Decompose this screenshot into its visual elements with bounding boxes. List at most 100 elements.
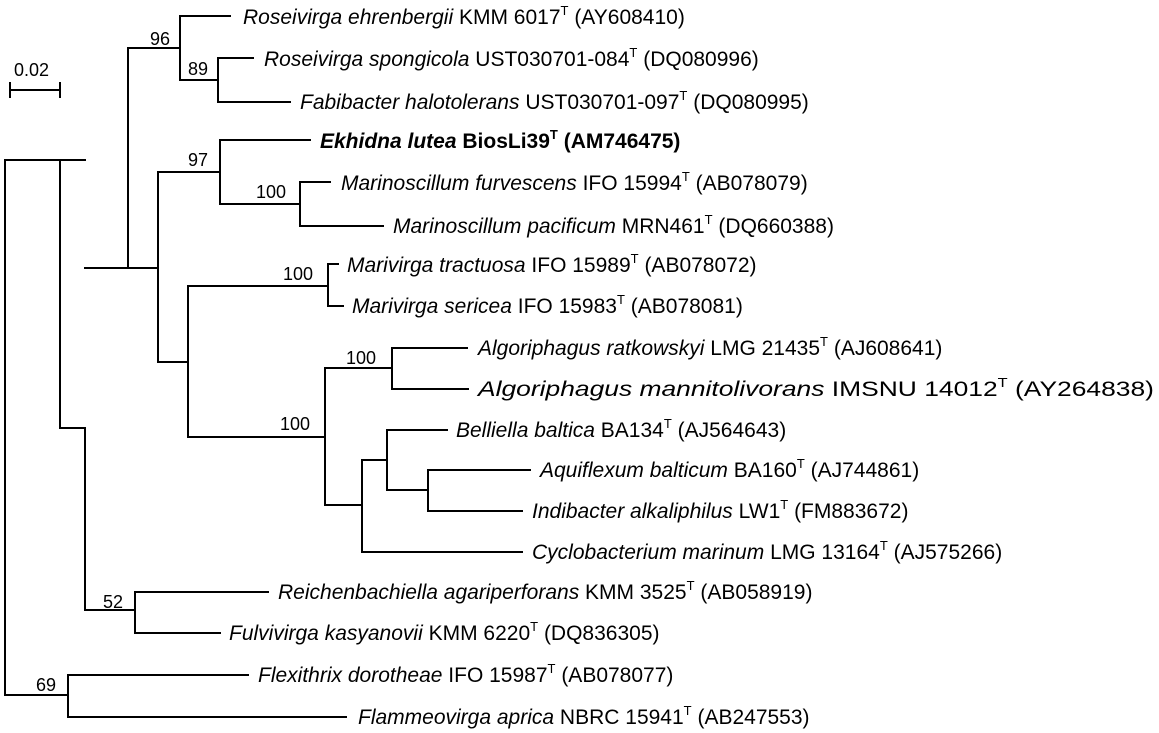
species-name: Marivirga tractuosa — [347, 254, 526, 277]
taxon-label: Cyclobacterium marinum LMG 13164T (AJ575… — [532, 538, 1002, 564]
strain-name: IFO 15989 — [531, 254, 630, 277]
bootstrap-value: 97 — [188, 150, 208, 170]
accession-number: (AJ564643) — [678, 419, 787, 442]
accession-number: (AY264838) — [1015, 378, 1154, 401]
bootstrap-value: 100 — [346, 348, 376, 368]
strain-name: MRN461 — [622, 215, 705, 238]
strain-name: KMM 6220 — [429, 622, 531, 645]
accession-number: (DQ080995) — [693, 91, 809, 114]
taxon-label: Marinoscillum pacificum MRN461T (DQ66038… — [393, 212, 834, 238]
scale-bar-label: 0.02 — [14, 60, 49, 80]
bootstrap-value: 52 — [103, 592, 123, 612]
species-name: Marinoscillum furvescens — [341, 172, 577, 195]
species-name: Fulvivirga kasyanovii — [229, 622, 424, 645]
taxon-label: Flexithrix dorotheae IFO 15987T (AB07807… — [258, 661, 673, 687]
type-strain-mark: T — [682, 169, 690, 184]
strain-name: LMG 13164 — [770, 541, 880, 564]
type-strain-mark: T — [550, 127, 558, 142]
strain-name: BA134 — [601, 419, 664, 442]
accession-number: (AJ575266) — [894, 541, 1003, 564]
taxon-label-highlighted: Ekhidna lutea BiosLi39T (AM746475) — [320, 127, 680, 153]
species-name: Marivirga sericea — [352, 295, 512, 318]
type-strain-mark: T — [679, 88, 687, 103]
type-strain-mark: T — [880, 538, 888, 553]
species-name: Reichenbachiella agariperforans — [278, 581, 580, 604]
accession-number: (AB058919) — [700, 581, 812, 604]
taxon-label: Indibacter alkaliphilus LW1T (FM883672) — [532, 497, 908, 523]
species-name: Roseivirga spongicola — [264, 48, 469, 71]
taxon-label: Roseivirga ehrenbergii KMM 6017T (AY6084… — [243, 3, 685, 29]
accession-number: (FM883672) — [794, 500, 908, 523]
type-strain-mark: T — [530, 619, 538, 634]
accession-number: (DQ660388) — [718, 215, 834, 238]
type-strain-mark: T — [548, 661, 556, 676]
species-name: Flexithrix dorotheae — [258, 664, 442, 687]
accession-number: (AJ744861) — [811, 459, 920, 482]
taxon-label: Algoriphagus mannitolivorans IMSNU 14012… — [475, 375, 1154, 401]
species-name: Algoriphagus ratkowskyi — [476, 337, 706, 360]
strain-name: KMM 6017 — [459, 6, 561, 29]
taxon-label: Algoriphagus ratkowskyi LMG 21435T (AJ60… — [476, 334, 942, 360]
strain-name: LW1 — [739, 500, 781, 523]
type-strain-mark: T — [664, 416, 672, 431]
strain-name: IFO 15994 — [583, 172, 683, 195]
bootstrap-values: 96 89 97 100 100 100 100 52 69 — [36, 29, 376, 695]
type-strain-mark: T — [705, 212, 713, 227]
type-strain-mark: T — [631, 251, 639, 266]
taxon-label: Aquiflexum balticum BA160T (AJ744861) — [538, 456, 919, 482]
species-name: Fabibacter halotolerans — [300, 91, 520, 114]
species-name: Indibacter alkaliphilus — [532, 500, 733, 523]
type-strain-mark: T — [797, 456, 805, 471]
species-name: Roseivirga ehrenbergii — [243, 6, 454, 29]
strain-name: IFO 15983 — [518, 295, 617, 318]
taxon-label: Marivirga sericea IFO 15983T (AB078081) — [352, 292, 743, 318]
accession-number: (AB078079) — [696, 172, 808, 195]
accession-number: (AM746475) — [564, 130, 681, 153]
accession-number: (DQ080996) — [643, 48, 759, 71]
type-strain-mark: T — [617, 292, 625, 307]
accession-number: (AJ608641) — [834, 337, 943, 360]
scale-bar: 0.02 — [9, 60, 61, 98]
strain-name: IFO 15987 — [448, 664, 547, 687]
taxon-labels: Roseivirga ehrenbergii KMM 6017T (AY6084… — [229, 3, 1154, 729]
bootstrap-value: 89 — [188, 59, 208, 79]
species-name: Belliella baltica — [456, 419, 595, 442]
type-strain-mark: T — [629, 45, 637, 60]
bootstrap-value: 69 — [36, 675, 56, 695]
accession-number: (DQ836305) — [544, 622, 660, 645]
type-strain-mark: T — [998, 375, 1008, 390]
bootstrap-value: 100 — [283, 264, 313, 284]
bootstrap-value: 100 — [256, 182, 286, 202]
type-strain-mark: T — [684, 703, 692, 718]
species-name: Flammeovirga aprica — [358, 706, 554, 729]
accession-number: (AB078072) — [644, 254, 756, 277]
strain-name: IMSNU 14012 — [832, 378, 998, 401]
type-strain-mark: T — [820, 334, 828, 349]
species-name: Aquiflexum balticum — [538, 459, 728, 482]
strain-name: BA160 — [734, 459, 797, 482]
taxon-label: Belliella baltica BA134T (AJ564643) — [456, 416, 786, 442]
taxon-label: Roseivirga spongicola UST030701-084T (DQ… — [264, 45, 759, 71]
taxon-label: Reichenbachiella agariperforans KMM 3525… — [278, 578, 812, 604]
tree-branches — [4, 15, 531, 718]
accession-number: (AB078077) — [561, 664, 673, 687]
strain-name: BiosLi39 — [462, 130, 550, 153]
bootstrap-value: 100 — [280, 414, 310, 434]
accession-number: (AB078081) — [631, 295, 743, 318]
taxon-label: Marivirga tractuosa IFO 15989T (AB078072… — [347, 251, 757, 277]
species-name: Cyclobacterium marinum — [532, 541, 764, 564]
taxon-label: Flammeovirga aprica NBRC 15941T (AB24755… — [358, 703, 810, 729]
strain-name: UST030701-097 — [525, 91, 679, 114]
bootstrap-value: 96 — [150, 29, 170, 49]
taxon-label: Fabibacter halotolerans UST030701-097T (… — [300, 88, 809, 114]
type-strain-mark: T — [780, 497, 788, 512]
species-name: Marinoscillum pacificum — [393, 215, 616, 238]
accession-number: (AB247553) — [697, 706, 809, 729]
taxon-label: Fulvivirga kasyanovii KMM 6220T (DQ83630… — [229, 619, 660, 645]
type-strain-mark: T — [687, 578, 695, 593]
strain-name: UST030701-084 — [475, 48, 629, 71]
taxon-label: Marinoscillum furvescens IFO 15994T (AB0… — [341, 169, 808, 195]
species-name: Algoriphagus mannitolivorans — [475, 378, 825, 401]
species-name: Ekhidna lutea — [320, 130, 457, 153]
